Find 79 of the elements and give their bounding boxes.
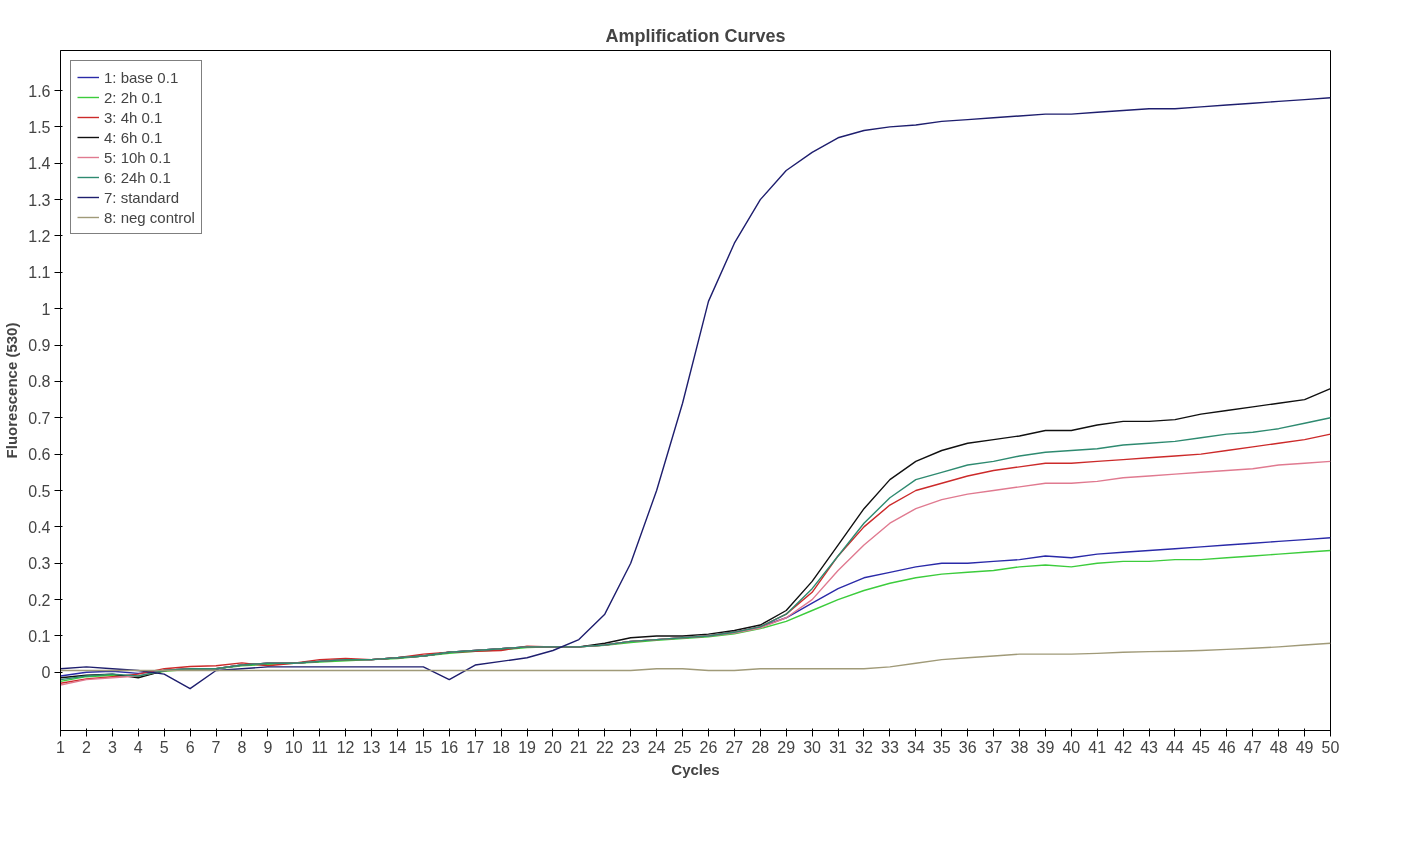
y-tick-label: 0.2 (28, 591, 51, 609)
legend-label: 4: 6h 0.1 (104, 128, 163, 146)
x-tick-label: 42 (1114, 738, 1133, 756)
y-tick-label: 0.7 (28, 409, 51, 427)
y-tick-label: 0.6 (28, 446, 51, 464)
y-tick-label: 0.8 (28, 373, 51, 391)
x-tick-label: 24 (647, 738, 666, 756)
x-tick-label: 45 (1192, 738, 1210, 756)
legend-label: 5: 10h 0.1 (104, 148, 171, 166)
legend-label: 3: 4h 0.1 (104, 108, 163, 126)
y-tick-label: 1.3 (28, 191, 51, 209)
y-tick-label: 1.4 (28, 155, 51, 173)
x-tick-label: 23 (621, 738, 640, 756)
x-tick-label: 36 (958, 738, 977, 756)
y-tick-label: 0.3 (28, 555, 51, 573)
x-tick-label: 29 (777, 738, 796, 756)
x-tick-label: 21 (569, 738, 588, 756)
x-tick-label: 12 (336, 738, 355, 756)
x-tick-label: 39 (1036, 738, 1055, 756)
x-tick-label: 7 (211, 738, 221, 756)
x-tick-label: 26 (699, 738, 718, 756)
legend-label: 2: 2h 0.1 (104, 88, 163, 106)
y-tick-label: 0.9 (28, 337, 51, 355)
x-tick-label: 9 (263, 738, 273, 756)
x-tick-label: 50 (1321, 738, 1340, 756)
x-tick-label: 3 (107, 738, 117, 756)
x-tick-label: 38 (1010, 738, 1029, 756)
x-tick-label: 14 (388, 738, 407, 756)
x-tick-label: 33 (880, 738, 899, 756)
x-tick-label: 6 (185, 738, 195, 756)
y-tick-label: 1 (41, 300, 51, 318)
y-tick-label: 1.1 (28, 264, 51, 282)
x-tick-label: 5 (159, 738, 169, 756)
x-tick-label: 16 (440, 738, 459, 756)
x-tick-label: 1 (56, 738, 66, 756)
legend-label: 1: base 0.1 (104, 68, 179, 86)
legend-label: 6: 24h 0.1 (104, 168, 171, 186)
x-tick-label: 17 (466, 738, 485, 756)
x-tick-label: 35 (932, 738, 951, 756)
y-tick-label: 0.1 (28, 627, 51, 645)
y-tick-label: 0 (41, 664, 51, 682)
x-tick-label: 2 (81, 738, 91, 756)
x-tick-label: 49 (1295, 738, 1314, 756)
x-tick-label: 34 (906, 738, 925, 756)
y-tick-label: 1.6 (28, 82, 51, 100)
line-series (60, 642, 1331, 672)
x-tick-label: 41 (1088, 738, 1107, 756)
x-axis-title: Cycles (671, 760, 720, 778)
y-tick-label: 1.2 (28, 227, 51, 245)
y-axis-title: Fluorescence (530) (3, 322, 21, 459)
x-tick-label: 47 (1243, 738, 1262, 756)
x-tick-label: 43 (1140, 738, 1159, 756)
x-tick-label: 48 (1269, 738, 1288, 756)
x-tick-label: 20 (544, 738, 562, 756)
x-tick-label: 8 (237, 738, 247, 756)
y-tick-label: 0.5 (28, 482, 51, 500)
x-tick-label: 28 (751, 738, 770, 756)
x-tick-label: 22 (595, 738, 614, 756)
x-tick-label: 30 (803, 738, 822, 756)
x-tick-label: 32 (855, 738, 873, 756)
y-tick-label: 0.4 (28, 518, 51, 536)
x-tick-label: 4 (133, 738, 143, 756)
x-tick-label: 10 (284, 738, 303, 756)
x-tick-label: 11 (311, 738, 329, 756)
x-tick-label: 46 (1217, 738, 1236, 756)
x-tick-label: 31 (829, 738, 848, 756)
x-tick-label: 44 (1166, 738, 1184, 756)
x-tick-label: 27 (725, 738, 744, 756)
legend-label: 7: standard (104, 188, 180, 206)
x-tick-label: 13 (362, 738, 381, 756)
x-tick-label: 40 (1062, 738, 1081, 756)
chart-title: Amplification Curves (605, 25, 786, 46)
x-tick-label: 18 (492, 738, 511, 756)
x-tick-label: 15 (414, 738, 433, 756)
legend-label: 8: neg control (104, 208, 195, 226)
x-tick-label: 25 (673, 738, 692, 756)
x-tick-label: 37 (984, 738, 1003, 756)
x-tick-label: 19 (518, 738, 537, 756)
y-tick-label: 1.5 (28, 118, 51, 136)
